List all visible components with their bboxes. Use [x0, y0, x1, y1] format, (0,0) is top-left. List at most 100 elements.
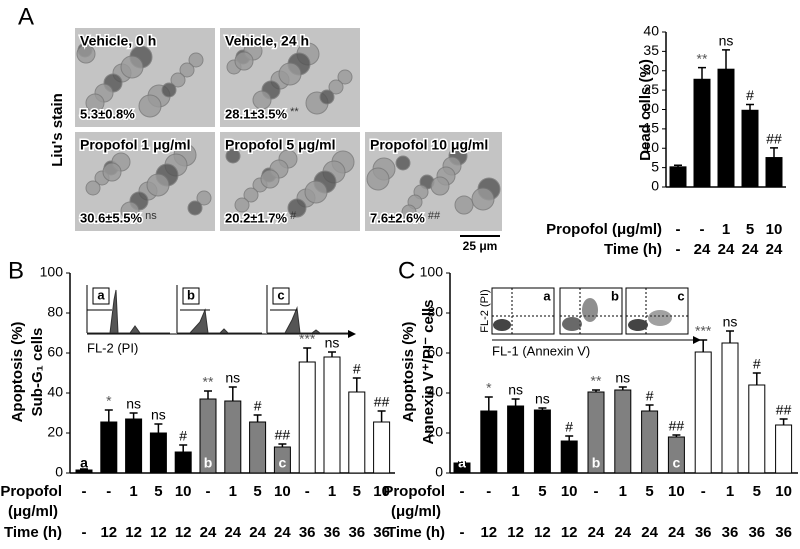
- row-value: 24: [742, 241, 759, 258]
- row-value: 12: [125, 524, 142, 541]
- y-tick-label: 0: [435, 464, 443, 480]
- row-value: 5: [154, 483, 162, 500]
- y-axis-label: Dead cells (%): [637, 59, 654, 161]
- row-value: 12: [561, 524, 578, 541]
- row-value: 36: [722, 524, 739, 541]
- error-bar: [352, 377, 361, 392]
- row-value: 24: [718, 241, 735, 258]
- error-bar: [699, 339, 708, 352]
- row-value: 1: [619, 483, 627, 500]
- significance-label: ns: [126, 396, 141, 412]
- row-label: Propofol: [383, 483, 445, 500]
- y-tick-label: 20: [643, 100, 659, 116]
- significance-label: *: [106, 393, 112, 409]
- error-bar: [511, 398, 520, 406]
- bar: [748, 384, 766, 474]
- row-value: 36: [299, 524, 316, 541]
- row-value: -: [82, 483, 87, 500]
- y-tick-label: 25: [643, 81, 659, 97]
- row-value: 5: [753, 483, 761, 500]
- error-bar: [204, 390, 212, 399]
- row-value: 24: [249, 524, 266, 541]
- significance-label: #: [254, 398, 262, 414]
- inset-letter: c: [677, 288, 684, 303]
- bar-label: b: [592, 455, 601, 471]
- cell: [252, 90, 272, 110]
- row-value: 1: [129, 483, 137, 500]
- bar: [717, 68, 735, 188]
- error-bar: [722, 49, 730, 70]
- y-axis-label: Annexin V⁺/PI⁻ cells: [420, 299, 437, 444]
- row-value: 12: [480, 524, 497, 541]
- bar-label: a: [458, 455, 466, 471]
- bar: [249, 421, 267, 474]
- significance-label: ns: [719, 33, 734, 49]
- row-label: (μg/ml): [391, 503, 441, 520]
- bar: [721, 342, 739, 474]
- row-value: 24: [200, 524, 217, 541]
- row-value: 36: [775, 524, 792, 541]
- significance-label: ns: [723, 314, 738, 330]
- error-bar: [645, 404, 654, 411]
- panel-label: B: [8, 257, 24, 284]
- row-value: -: [460, 524, 465, 541]
- cell: [260, 169, 280, 189]
- row-value: 36: [373, 524, 390, 541]
- significance-label: ##: [275, 427, 291, 443]
- significance-label: ns: [151, 407, 166, 423]
- error-bar: [770, 147, 778, 158]
- row-value: 36: [324, 524, 341, 541]
- error-bar: [752, 372, 761, 385]
- inset-letter-box: [182, 287, 200, 305]
- row-value: 1: [722, 221, 730, 238]
- row-value: 12: [100, 524, 117, 541]
- y-tick-label: 15: [643, 120, 659, 136]
- significance-label: #: [753, 356, 761, 372]
- cell: [187, 200, 203, 216]
- bar: [149, 432, 167, 474]
- error-bar: [129, 412, 138, 419]
- error-bar: [565, 435, 574, 441]
- bar-label: a: [80, 455, 88, 471]
- significance-label: ns: [225, 370, 240, 386]
- row-value: 5: [253, 483, 261, 500]
- y-tick-label: 100: [40, 264, 64, 280]
- error-bar: [154, 423, 163, 433]
- bar: [323, 356, 341, 474]
- row-label: Propofol (μg/ml): [546, 221, 662, 238]
- row-value: -: [460, 483, 465, 500]
- cell: [430, 176, 450, 196]
- bar: [125, 418, 143, 474]
- row-value: 10: [274, 483, 291, 500]
- bar: [669, 166, 687, 188]
- significance-label: **: [591, 373, 602, 389]
- error-bar: [278, 443, 287, 447]
- error-bar: [538, 407, 547, 410]
- significance-label: *: [486, 380, 492, 396]
- row-value: 5: [353, 483, 361, 500]
- bar: [533, 409, 551, 474]
- row-value: 1: [229, 483, 237, 500]
- row-value: 1: [511, 483, 519, 500]
- bar: [694, 351, 712, 474]
- row-value: -: [305, 483, 310, 500]
- cell: [76, 44, 96, 64]
- error-bar: [672, 434, 681, 437]
- row-value: 24: [641, 524, 658, 541]
- y-tick-label: 0: [55, 464, 63, 480]
- cell: [138, 94, 162, 118]
- micrograph-value: 20.2±1.7%: [225, 210, 288, 225]
- row-value: -: [676, 241, 681, 258]
- micrograph-value: 7.6±2.6%: [370, 210, 425, 225]
- row-value: 10: [668, 483, 685, 500]
- panel-label: A: [18, 3, 34, 30]
- error-bar: [458, 461, 466, 463]
- row-value: 12: [175, 524, 192, 541]
- inset-scatter: [491, 287, 701, 344]
- y-axis-label: Apoptosis (%): [400, 322, 417, 423]
- row-label: (μg/ml): [8, 503, 58, 520]
- significance-label: **: [697, 50, 708, 66]
- error-bar: [746, 103, 754, 111]
- cell: [188, 52, 204, 68]
- bar-label: c: [673, 455, 681, 471]
